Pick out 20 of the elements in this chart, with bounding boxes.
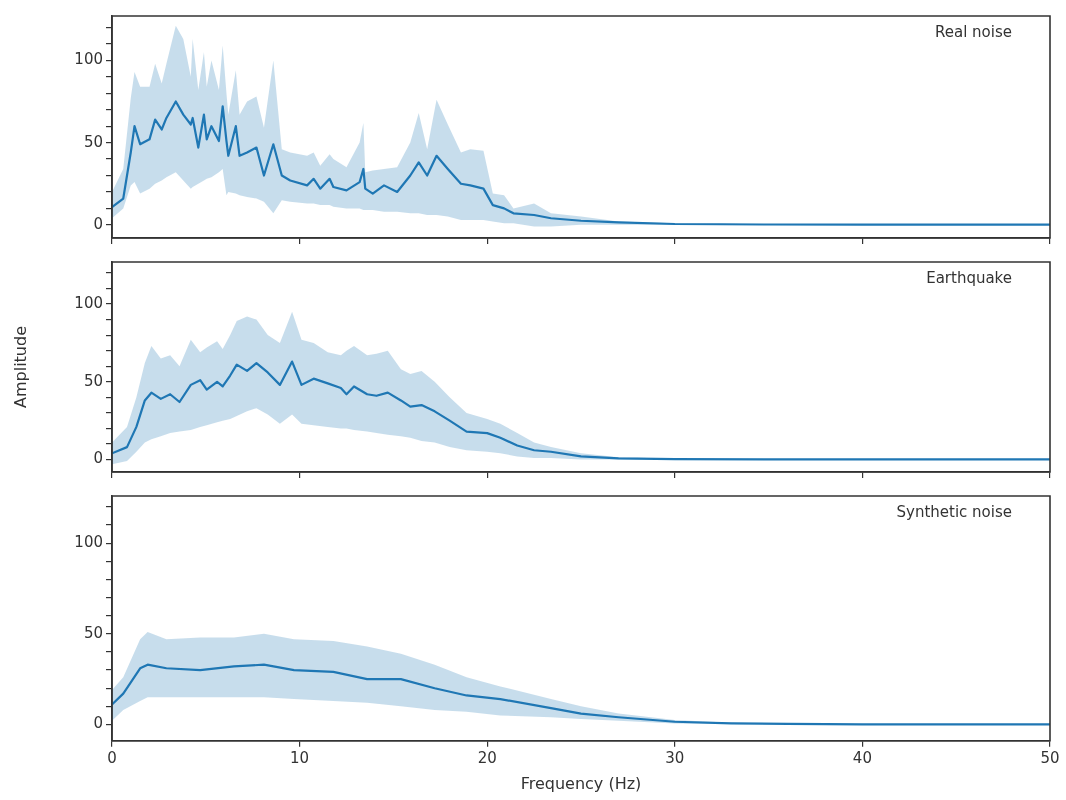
y-tick-label: 0 bbox=[93, 449, 103, 468]
x-tick-label: 30 bbox=[665, 748, 685, 767]
y-tick-label: 0 bbox=[93, 714, 103, 733]
x-axis-title: Frequency (Hz) bbox=[520, 773, 642, 793]
x-tick-label: 50 bbox=[1040, 748, 1060, 767]
y-tick-label: 50 bbox=[83, 371, 103, 390]
y-tick-label: 100 bbox=[74, 293, 103, 312]
x-tick-label: 0 bbox=[107, 748, 117, 767]
x-tick-label: 10 bbox=[290, 748, 310, 767]
y-tick-label: 50 bbox=[83, 623, 103, 642]
y-tick-label: 50 bbox=[83, 132, 103, 151]
x-tick-label: 20 bbox=[477, 748, 497, 767]
x-tick-label: 40 bbox=[852, 748, 872, 767]
text: Real noise bbox=[935, 23, 1012, 42]
y-axis-title: Amplitude bbox=[10, 326, 30, 408]
y-tick-label: 100 bbox=[74, 533, 103, 552]
y-tick-label: 0 bbox=[93, 214, 103, 233]
text: Synthetic noise bbox=[896, 503, 1012, 522]
text: Earthquake bbox=[926, 269, 1012, 288]
y-tick-label: 100 bbox=[74, 50, 103, 69]
